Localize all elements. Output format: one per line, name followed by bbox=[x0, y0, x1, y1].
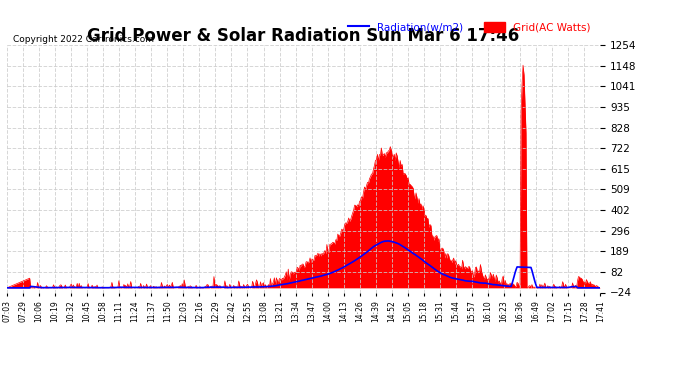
Legend: Radiation(w/m2), Grid(AC Watts): Radiation(w/m2), Grid(AC Watts) bbox=[344, 18, 595, 37]
Text: Copyright 2022 Cartronics.com: Copyright 2022 Cartronics.com bbox=[13, 35, 154, 44]
Title: Grid Power & Solar Radiation Sun Mar 6 17:46: Grid Power & Solar Radiation Sun Mar 6 1… bbox=[88, 27, 520, 45]
